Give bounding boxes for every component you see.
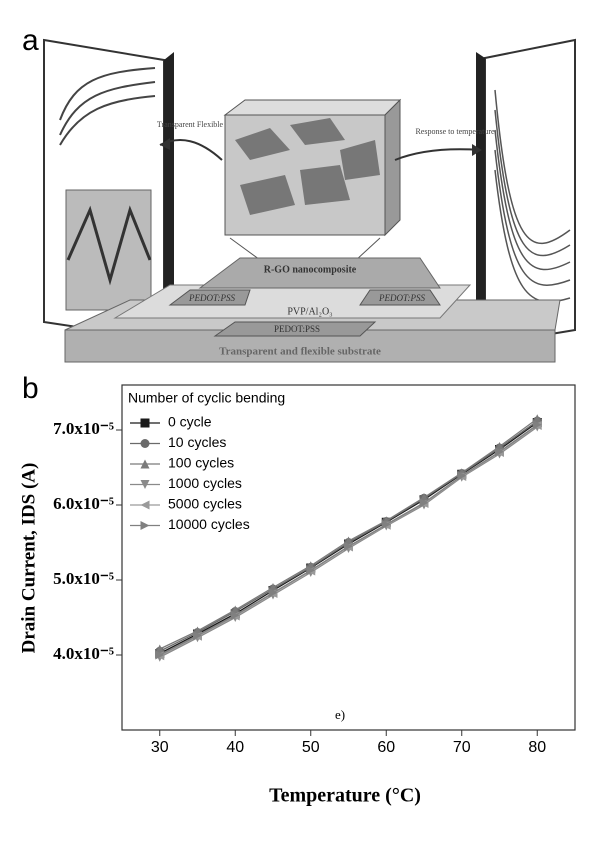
legend-label: 100 cycles <box>168 455 234 471</box>
box-side <box>385 100 400 235</box>
panel-label: b <box>22 372 39 405</box>
x-tick-label: 70 <box>453 739 471 756</box>
flex-image <box>66 190 151 310</box>
legend-label: 10 cycles <box>168 434 226 450</box>
x-tick-label: 80 <box>528 739 546 756</box>
legend-marker <box>141 439 150 448</box>
arrow-label: Transparent Flexible <box>157 120 224 129</box>
annotation: e) <box>335 707 345 722</box>
y-tick-label: 5.0x10⁻⁵ <box>53 569 114 588</box>
legend-label: 5000 cycles <box>168 496 242 512</box>
legend-label: 10000 cycles <box>168 516 250 532</box>
panel-label: a <box>22 24 39 57</box>
series-line <box>160 419 538 649</box>
legend-marker <box>141 419 150 428</box>
layer-label: PEDOT:PSS <box>378 293 425 303</box>
layer-label: R-GO nanocomposite <box>264 264 357 275</box>
x-tick-label: 40 <box>226 739 244 756</box>
layer-label: PEDOT:PSS <box>274 324 320 334</box>
figure: a Transparent Flexible Response to tempe… <box>0 0 598 848</box>
legend-title: Number of cyclic bending <box>128 390 285 406</box>
x-tick-label: 30 <box>151 739 169 756</box>
y-tick-label: 6.0x10⁻⁵ <box>53 494 114 513</box>
legend-marker <box>141 521 150 530</box>
x-tick-label: 50 <box>302 739 320 756</box>
y-tick-label: 7.0x10⁻⁵ <box>53 419 114 438</box>
x-axis-label: Temperature (°C) <box>269 785 421 807</box>
layer-label: PEDOT:PSS <box>188 293 235 303</box>
x-tick-label: 60 <box>377 739 395 756</box>
legend-marker <box>141 501 150 510</box>
panel-b: b e) Temperature (°C) Drain Current, IDS… <box>18 372 575 807</box>
box-top <box>225 100 400 115</box>
layer-label: PVP/Al₂O₃ <box>287 306 332 317</box>
arrow-label: Response to temperature <box>415 127 495 136</box>
layer-label: Transparent and flexible substrate <box>219 346 381 358</box>
legend-label: 1000 cycles <box>168 475 242 491</box>
panel-a: a Transparent Flexible Response to tempe… <box>22 24 575 362</box>
y-axis-label: Drain Current, IDS (A) <box>18 463 39 654</box>
arrow <box>395 149 480 160</box>
legend-label: 0 cycle <box>168 414 212 430</box>
y-tick-label: 4.0x10⁻⁵ <box>53 644 114 663</box>
